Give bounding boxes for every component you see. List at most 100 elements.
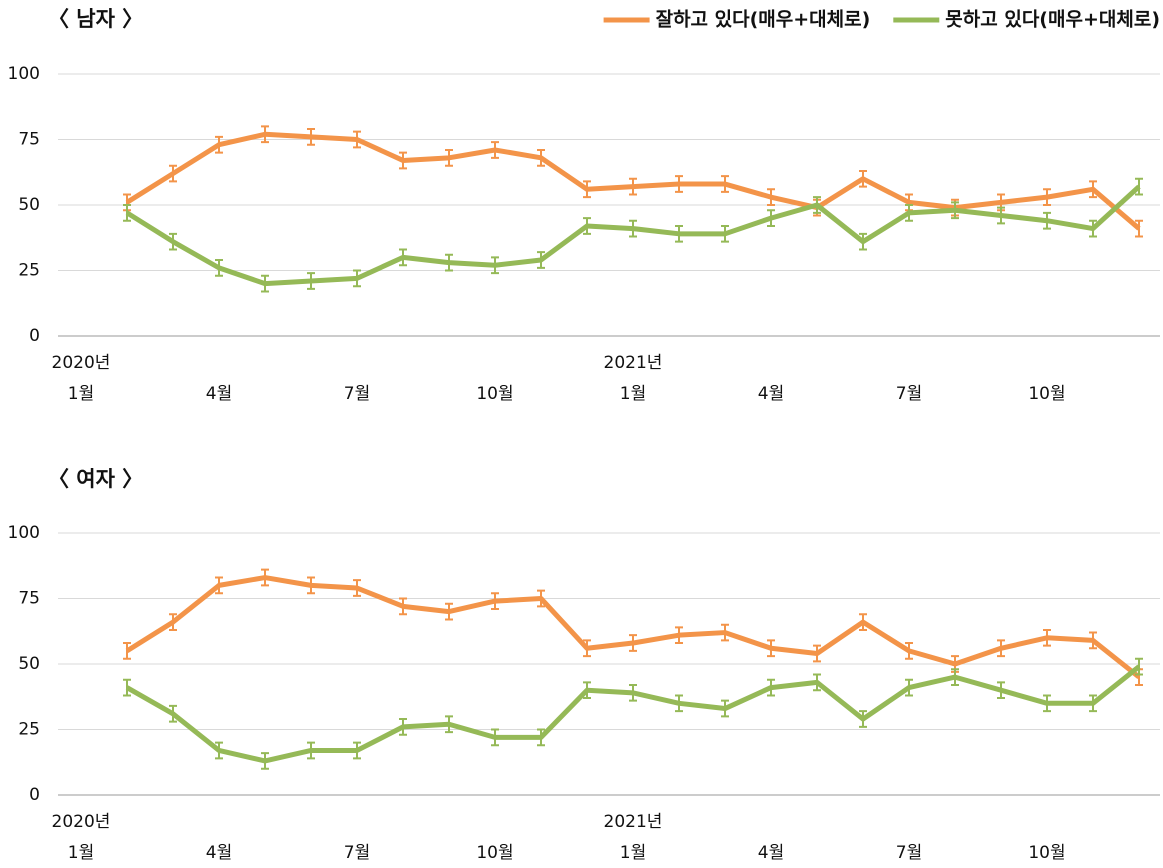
error-bar — [491, 728, 499, 747]
error-bar — [215, 259, 223, 277]
error-bar — [491, 592, 499, 610]
x-tick-label: 10월 — [1028, 384, 1065, 404]
chart-title: 〈 여자 〉 — [48, 467, 143, 491]
error-bar — [307, 741, 315, 760]
x-tick-label: 4월 — [758, 843, 784, 863]
error-bar — [951, 201, 959, 220]
x-tick-label: 1월 — [68, 384, 94, 404]
error-bar — [859, 710, 867, 728]
error-bar — [721, 175, 729, 193]
x-tick-label: 4월 — [758, 384, 784, 404]
y-tick-label: 50 — [18, 654, 40, 674]
error-bar — [261, 568, 269, 587]
error-bar — [997, 639, 1005, 658]
year-label: 2020년 — [52, 812, 111, 832]
series-line — [125, 664, 1141, 764]
error-bar — [215, 741, 223, 760]
error-bar — [813, 196, 821, 214]
error-bar — [261, 274, 269, 293]
error-bar — [399, 151, 407, 170]
error-bar — [261, 752, 269, 770]
error-bar — [629, 177, 637, 196]
error-bar — [951, 668, 959, 686]
error-bar — [353, 741, 361, 760]
x-tick-label: 7월 — [344, 384, 370, 404]
x-tick-label: 7월 — [896, 843, 922, 863]
error-bar — [1089, 631, 1097, 650]
error-bar — [583, 639, 591, 658]
error-bar — [629, 683, 637, 702]
error-bar — [1089, 219, 1097, 238]
year-label: 2021년 — [604, 353, 663, 373]
error-bar — [767, 209, 775, 227]
error-bar — [859, 232, 867, 251]
error-bar — [675, 224, 683, 243]
error-bar — [1135, 177, 1143, 196]
error-bar — [859, 169, 867, 188]
error-bar — [583, 180, 591, 199]
error-bar — [491, 141, 499, 159]
error-bar — [767, 639, 775, 658]
error-bar — [123, 204, 131, 222]
x-tick-label: 1월 — [620, 843, 646, 863]
y-tick-label: 25 — [18, 261, 40, 281]
error-bar — [997, 206, 1005, 225]
error-bar — [491, 256, 499, 275]
error-bar — [169, 613, 177, 631]
error-bar — [169, 232, 177, 251]
x-tick-label: 7월 — [344, 843, 370, 863]
error-bar — [169, 164, 177, 183]
error-bar — [399, 248, 407, 267]
error-bar — [767, 188, 775, 206]
error-bar — [905, 678, 913, 697]
error-bar — [169, 704, 177, 723]
error-bar — [123, 642, 131, 660]
error-bar — [123, 678, 131, 697]
error-bar — [1089, 694, 1097, 713]
error-bar — [353, 579, 361, 597]
error-bar — [675, 626, 683, 645]
error-bar — [353, 130, 361, 149]
y-tick-label: 75 — [18, 130, 40, 150]
error-bar — [997, 681, 1005, 700]
error-bar — [859, 613, 867, 631]
error-bar — [629, 634, 637, 652]
error-bar — [537, 148, 545, 167]
error-bar — [767, 678, 775, 697]
error-bar — [905, 204, 913, 222]
error-bar — [813, 644, 821, 663]
y-tick-label: 100 — [8, 64, 40, 84]
error-bar — [261, 125, 269, 144]
error-bar — [1043, 628, 1051, 647]
error-bar — [721, 224, 729, 243]
error-bar — [445, 602, 453, 621]
y-tick-label: 100 — [8, 523, 40, 543]
error-bar — [1135, 657, 1143, 676]
error-bar — [353, 269, 361, 288]
chart-title: 〈 남자 〉 — [48, 7, 143, 31]
error-bar — [307, 576, 315, 595]
error-bar — [307, 128, 315, 146]
error-bar — [215, 576, 223, 595]
x-tick-label: 4월 — [206, 384, 232, 404]
y-tick-label: 25 — [18, 720, 40, 740]
error-bar — [445, 715, 453, 734]
x-tick-label: 4월 — [206, 843, 232, 863]
error-bar — [445, 148, 453, 167]
year-label: 2020년 — [52, 353, 111, 373]
error-bar — [1089, 180, 1097, 199]
y-tick-label: 0 — [29, 785, 40, 805]
error-bar — [445, 253, 453, 272]
x-tick-label: 10월 — [476, 384, 513, 404]
error-bar — [537, 589, 545, 608]
error-bar — [399, 597, 407, 616]
error-bar — [721, 699, 729, 718]
error-bar — [307, 272, 315, 290]
y-tick-label: 0 — [29, 326, 40, 346]
x-tick-label: 10월 — [476, 843, 513, 863]
y-tick-label: 50 — [18, 195, 40, 215]
error-bar — [1135, 219, 1143, 238]
year-label: 2021년 — [604, 812, 663, 832]
error-bar — [537, 251, 545, 269]
